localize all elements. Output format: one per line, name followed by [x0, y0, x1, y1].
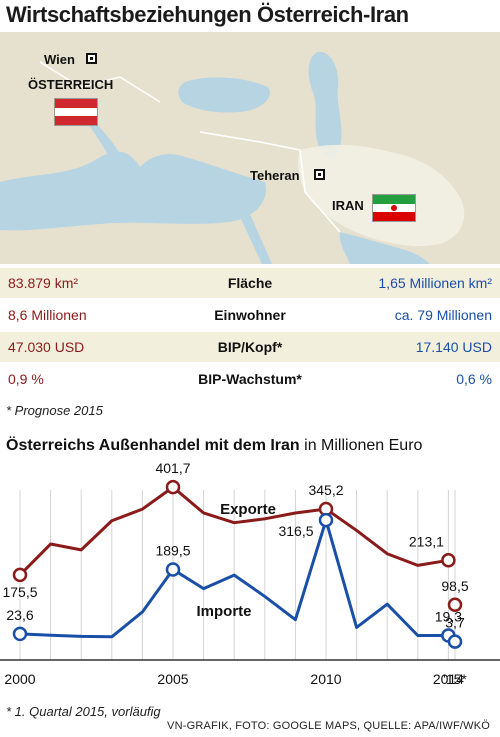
mediterranean-sea	[0, 151, 266, 231]
iran-value: 1,65 Millionen km²	[378, 275, 492, 291]
adriatic-sea	[88, 120, 122, 162]
austria-value: 0,9 %	[8, 371, 44, 387]
wien-marker	[86, 53, 97, 64]
trade-chart: 2000 2005 2010 2014'15* Exporte Importe 175,5 4…	[0, 460, 500, 687]
caspian-sea	[308, 51, 342, 158]
series-line-importe	[19, 518, 449, 639]
data-point-importe	[447, 634, 463, 649]
footnote-quartal: * 1. Quartal 2015, vorläufig	[6, 704, 161, 719]
data-label-exporte: 213,1	[409, 533, 444, 549]
iran-value: 17.140 USD	[415, 339, 492, 355]
x-tick-label: 2010	[310, 671, 341, 687]
x-tick-label: '15*	[443, 671, 467, 687]
data-point-exporte	[165, 479, 181, 495]
data-point-importe	[12, 626, 28, 642]
table-row: BIP-Wachstum* 0,9 % 0,6 %	[0, 364, 500, 396]
data-label-importe: 19,3	[435, 609, 462, 625]
series-line-exporte	[18, 485, 449, 576]
teheran-marker	[314, 169, 325, 180]
iran-flag	[372, 194, 416, 222]
iran-value: 0,6 %	[456, 371, 492, 387]
row-label: Fläche	[227, 275, 273, 291]
table-row: BIP/Kopf* 47.030 USD 17.140 USD	[0, 332, 500, 364]
map-borders	[39, 61, 341, 233]
iran-value: ca. 79 Millionen	[394, 307, 492, 323]
map	[0, 32, 500, 264]
footnote-prognose: * Prognose 2015	[6, 403, 103, 418]
x-tick-label: 2005	[157, 671, 188, 687]
series-label-exporte: Exporte	[220, 501, 276, 518]
data-label-exporte: 345,2	[308, 482, 343, 498]
data-label-importe: 3,7	[445, 615, 465, 631]
source-credit: VN-GRAFIK, FOTO: GOOGLE MAPS, QUELLE: AP…	[167, 720, 490, 732]
table-row: Einwohner 8,6 Millionen ca. 79 Millionen	[0, 300, 500, 332]
page-title: Wirtschaftsbeziehungen Österreich-Iran	[6, 2, 409, 27]
table-row: Fläche 83.879 km² 1,65 Millionen km²	[0, 268, 500, 300]
wien-label: Wien	[44, 52, 75, 67]
data-label-exporte: 175,5	[2, 584, 37, 600]
oesterreich-label: ÖSTERREICH	[28, 77, 114, 92]
comparison-table: Fläche 83.879 km² 1,65 Millionen km² Ein…	[0, 268, 500, 396]
data-point-exporte	[12, 567, 28, 583]
chart-title: Österreichs Außenhandel mit dem Iran in …	[6, 437, 422, 455]
data-label-exporte: 401,7	[155, 460, 190, 476]
map-graphic	[0, 32, 500, 264]
chart-title-unit: in Millionen Euro	[299, 437, 423, 454]
data-point-exporte	[441, 553, 456, 568]
persian-gulf	[339, 232, 430, 264]
teheran-marker-dot	[318, 173, 321, 176]
row-label: BIP-Wachstum*	[198, 371, 302, 387]
teheran-label: Teheran	[250, 168, 300, 183]
row-label: BIP/Kopf*	[217, 339, 283, 355]
black-sea	[178, 77, 270, 113]
series-label-importe: Importe	[196, 603, 251, 620]
x-tick-label: 2014	[433, 671, 464, 687]
austria-value: 47.030 USD	[8, 339, 85, 355]
x-tick-label: 2000	[4, 671, 35, 687]
data-label-importe: 189,5	[155, 542, 190, 558]
austria-value: 8,6 Millionen	[8, 307, 87, 323]
red-sea	[240, 214, 272, 264]
data-point-exporte	[447, 597, 463, 613]
chart-title-bold: Österreichs Außenhandel mit dem Iran	[6, 437, 300, 454]
wien-marker-dot	[90, 57, 93, 60]
austria-flag	[54, 98, 98, 126]
data-label-importe: 23,6	[6, 607, 33, 623]
data-point-importe	[318, 512, 334, 528]
data-point-importe	[165, 562, 181, 577]
row-label: Einwohner	[214, 307, 286, 323]
austria-value: 83.879 km²	[8, 275, 79, 291]
iran-label: IRAN	[332, 198, 364, 213]
data-label-exporte: 98,5	[441, 578, 468, 594]
data-label-importe: 316,5	[278, 523, 313, 539]
